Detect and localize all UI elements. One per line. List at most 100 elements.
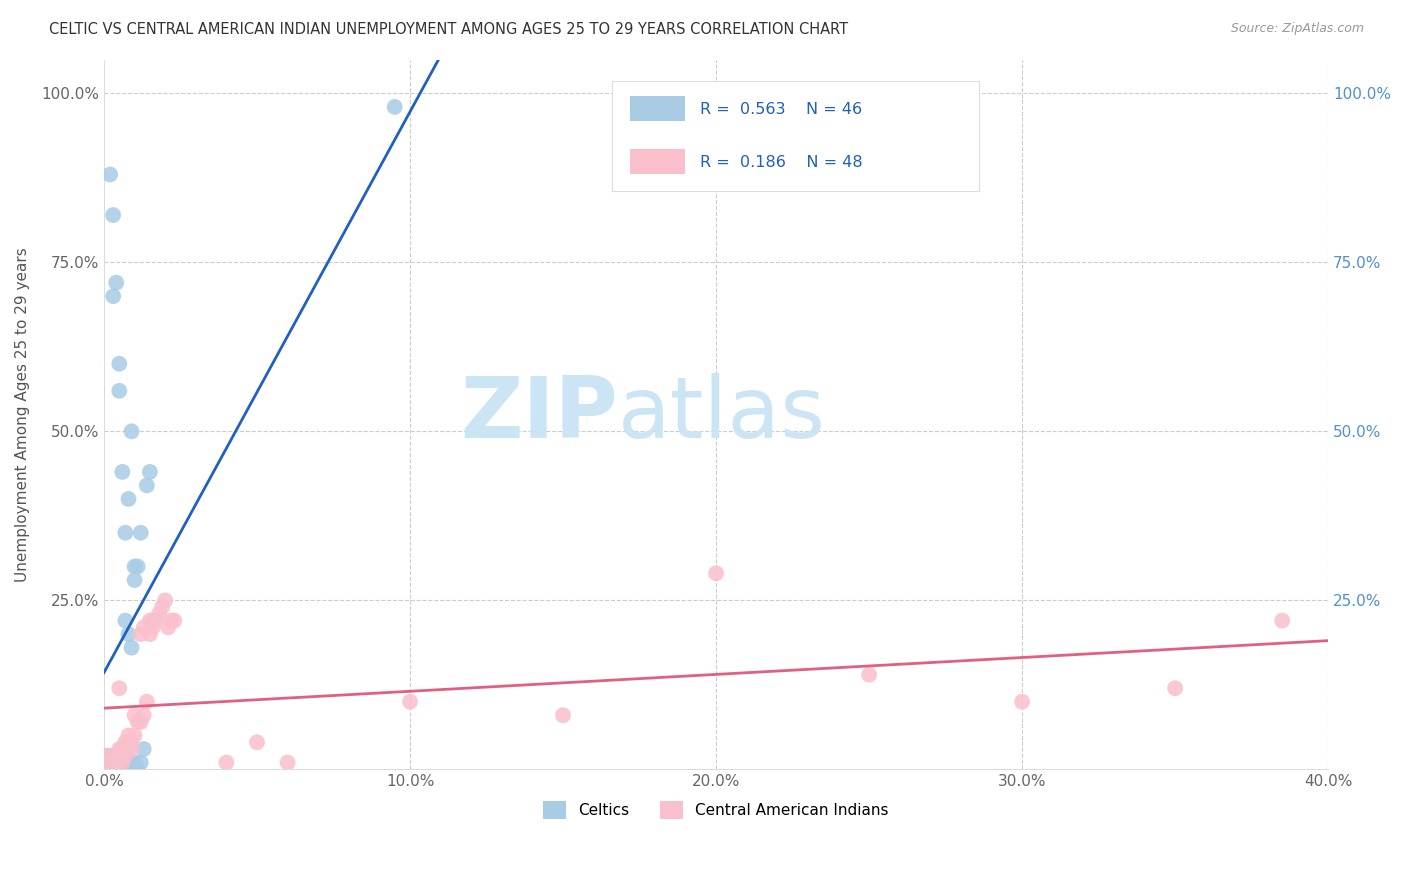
Point: [384, 100, 406, 114]
Point: [101, 748, 124, 763]
Point: [98, 168, 121, 182]
Point: [114, 614, 136, 628]
Point: [858, 667, 880, 681]
Point: [93, 756, 115, 770]
Point: [114, 525, 136, 540]
Point: [101, 762, 124, 776]
Point: [108, 384, 131, 398]
Point: [93, 762, 115, 776]
Point: [142, 620, 165, 634]
Point: [148, 607, 170, 621]
Point: [139, 465, 162, 479]
Point: [96, 762, 118, 776]
Point: [114, 762, 136, 776]
Point: [105, 756, 128, 770]
Point: [98, 762, 121, 776]
Point: [117, 729, 139, 743]
Point: [117, 762, 139, 776]
Point: [124, 729, 146, 743]
Point: [132, 620, 155, 634]
Point: [101, 756, 124, 770]
Point: [108, 748, 131, 763]
Point: [215, 756, 238, 770]
Point: [121, 735, 143, 749]
Point: [117, 756, 139, 770]
Point: [135, 695, 157, 709]
Point: [129, 525, 152, 540]
Point: [96, 748, 118, 763]
Point: [121, 640, 143, 655]
Point: [129, 714, 152, 729]
Point: [108, 748, 131, 763]
Point: [124, 559, 146, 574]
Point: [127, 762, 149, 776]
Point: [117, 491, 139, 506]
Point: [124, 573, 146, 587]
Point: [139, 627, 162, 641]
Point: [111, 742, 134, 756]
Point: [127, 559, 149, 574]
Point: [124, 756, 146, 770]
Point: [551, 708, 574, 723]
Point: [111, 756, 134, 770]
Point: [114, 748, 136, 763]
Y-axis label: Unemployment Among Ages 25 to 29 years: Unemployment Among Ages 25 to 29 years: [15, 247, 30, 582]
Point: [117, 627, 139, 641]
Point: [111, 465, 134, 479]
Point: [108, 357, 131, 371]
Point: [135, 478, 157, 492]
Point: [1011, 695, 1033, 709]
Point: [101, 208, 124, 222]
FancyBboxPatch shape: [612, 81, 979, 191]
Point: [98, 756, 121, 770]
Point: [1271, 614, 1294, 628]
Point: [1164, 681, 1187, 696]
Point: [142, 614, 165, 628]
Point: [111, 742, 134, 756]
Point: [105, 276, 128, 290]
Point: [111, 756, 134, 770]
Point: [98, 756, 121, 770]
Point: [277, 756, 299, 770]
Point: [246, 735, 269, 749]
Point: [157, 620, 180, 634]
Legend: Celtics, Central American Indians: Celtics, Central American Indians: [537, 795, 894, 825]
Point: [124, 708, 146, 723]
Point: [121, 742, 143, 756]
Text: R =  0.563    N = 46: R = 0.563 N = 46: [700, 102, 862, 117]
FancyBboxPatch shape: [630, 149, 686, 174]
Point: [153, 593, 176, 607]
Point: [108, 756, 131, 770]
Point: [117, 742, 139, 756]
Point: [114, 756, 136, 770]
Point: [121, 425, 143, 439]
Point: [160, 614, 183, 628]
Text: Source: ZipAtlas.com: Source: ZipAtlas.com: [1230, 22, 1364, 36]
Point: [129, 627, 152, 641]
Point: [145, 614, 167, 628]
Text: ZIP: ZIP: [460, 373, 619, 456]
Point: [96, 748, 118, 763]
Point: [124, 762, 146, 776]
Point: [132, 742, 155, 756]
Point: [101, 762, 124, 776]
Text: atlas: atlas: [619, 373, 827, 456]
FancyBboxPatch shape: [630, 95, 686, 120]
Point: [101, 748, 124, 763]
Point: [129, 756, 152, 770]
Point: [111, 762, 134, 776]
Point: [114, 735, 136, 749]
Text: R =  0.186    N = 48: R = 0.186 N = 48: [700, 155, 863, 170]
Point: [105, 762, 128, 776]
Point: [105, 762, 128, 776]
Point: [121, 762, 143, 776]
Point: [101, 289, 124, 303]
Point: [105, 756, 128, 770]
Point: [101, 756, 124, 770]
Point: [139, 614, 162, 628]
Point: [132, 708, 155, 723]
Point: [704, 566, 727, 581]
Point: [399, 695, 422, 709]
Point: [127, 714, 149, 729]
Point: [108, 681, 131, 696]
